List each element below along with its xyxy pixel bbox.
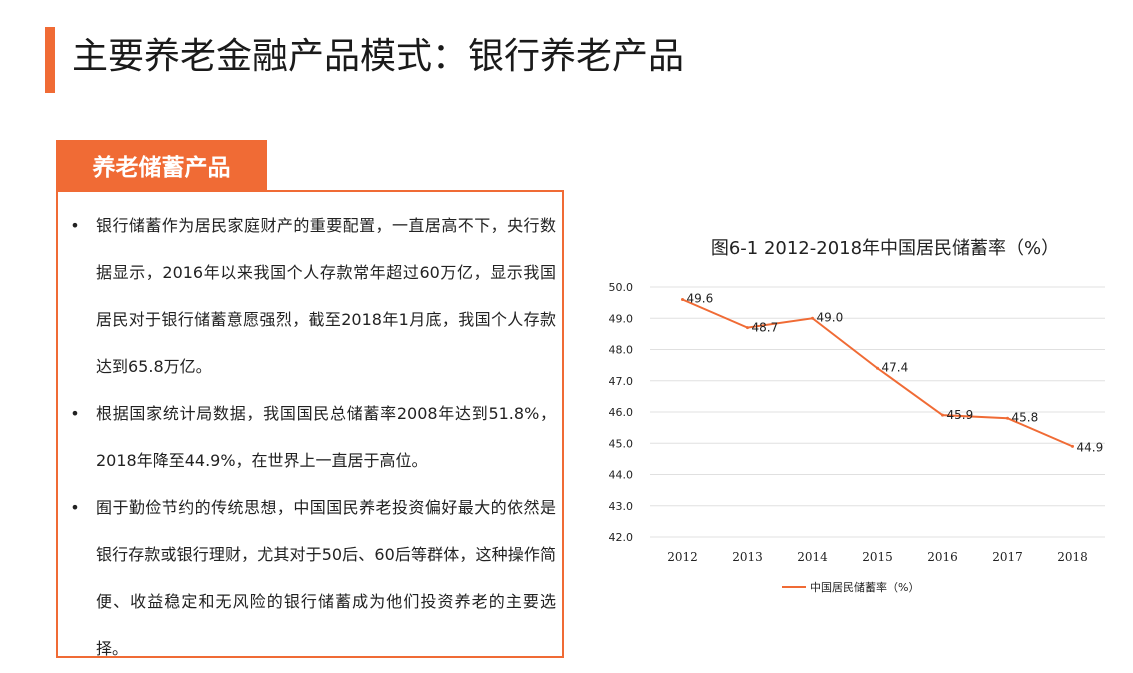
page-title: 主要养老金融产品模式：银行养老产品 bbox=[72, 36, 685, 77]
y-tick-label: 42.0 bbox=[609, 531, 634, 544]
data-point bbox=[681, 298, 684, 301]
savings-rate-line-chart: 42.0 43.0 44.0 45.0 46.0 47.0 48.0 49.0 50.0 2012… bbox=[609, 281, 1105, 594]
section-tab-label: 养老储蓄产品 bbox=[92, 155, 231, 181]
data-label: 49.0 bbox=[817, 310, 844, 324]
x-tick-label: 2013 bbox=[732, 550, 763, 564]
y-tick-label: 44.0 bbox=[609, 469, 634, 482]
data-label: 48.7 bbox=[752, 321, 779, 335]
x-tick-label: 2015 bbox=[862, 550, 893, 564]
data-point bbox=[1006, 416, 1009, 420]
bullet-item: • 囿于勤俭节约的传统思想，中国国民养老投资偏好最大的依然是银行存款或银行理财，… bbox=[66, 484, 556, 672]
y-tick-label: 49.0 bbox=[609, 312, 634, 325]
bullet-item: • 根据国家统计局数据，我国国民总储蓄率2008年达到51.8%，2018年降至… bbox=[66, 390, 556, 484]
y-tick-label: 47.0 bbox=[609, 375, 634, 388]
data-label: 45.9 bbox=[947, 408, 974, 422]
data-label: 49.6 bbox=[687, 292, 714, 306]
data-point bbox=[941, 413, 944, 417]
data-point bbox=[746, 326, 749, 330]
data-label: 45.8 bbox=[1012, 410, 1039, 424]
x-tick-label: 2018 bbox=[1057, 550, 1088, 564]
bullet-dot-icon: • bbox=[70, 216, 80, 235]
legend-label: 中国居民储蓄率（%） bbox=[810, 580, 919, 594]
title-accent-bar bbox=[45, 27, 55, 93]
data-point bbox=[1071, 444, 1074, 448]
bullet-text: 囿于勤俭节约的传统思想，中国国民养老投资偏好最大的依然是银行存款或银行理财，尤其… bbox=[96, 498, 556, 658]
text-box: • 银行储蓄作为居民家庭财产的重要配置，一直居高不下，央行数据显示，2016年以… bbox=[56, 190, 564, 658]
x-tick-label: 2017 bbox=[992, 550, 1023, 564]
x-tick-label: 2016 bbox=[927, 550, 958, 564]
bullet-dot-icon: • bbox=[70, 404, 80, 423]
y-tick-label: 43.0 bbox=[609, 500, 634, 513]
data-label: 44.9 bbox=[1077, 440, 1104, 454]
section-tab: 养老储蓄产品 bbox=[56, 140, 267, 190]
bullet-dot-icon: • bbox=[70, 498, 80, 517]
bullet-text: 银行储蓄作为居民家庭财产的重要配置，一直居高不下，央行数据显示，2016年以来我… bbox=[96, 216, 556, 376]
data-point bbox=[876, 366, 879, 370]
y-tick-label: 50.0 bbox=[609, 281, 634, 294]
y-tick-label: 48.0 bbox=[609, 344, 634, 357]
series-line bbox=[682, 298, 1073, 448]
y-tick-label: 45.0 bbox=[609, 437, 634, 450]
x-tick-label: 2014 bbox=[797, 550, 828, 564]
chart-title: 图6-1 2012-2018年中国居民储蓄率（%） bbox=[710, 238, 1060, 259]
bullet-item: • 银行储蓄作为居民家庭财产的重要配置，一直居高不下，央行数据显示，2016年以… bbox=[66, 202, 556, 390]
data-point bbox=[811, 316, 814, 320]
y-tick-label: 46.0 bbox=[609, 406, 634, 419]
data-label: 47.4 bbox=[882, 360, 909, 374]
bullet-list: • 银行储蓄作为居民家庭财产的重要配置，一直居高不下，央行数据显示，2016年以… bbox=[66, 202, 556, 672]
bullet-text: 根据国家统计局数据，我国国民总储蓄率2008年达到51.8%，2018年降至44… bbox=[96, 404, 556, 470]
x-tick-label: 2012 bbox=[667, 550, 698, 564]
